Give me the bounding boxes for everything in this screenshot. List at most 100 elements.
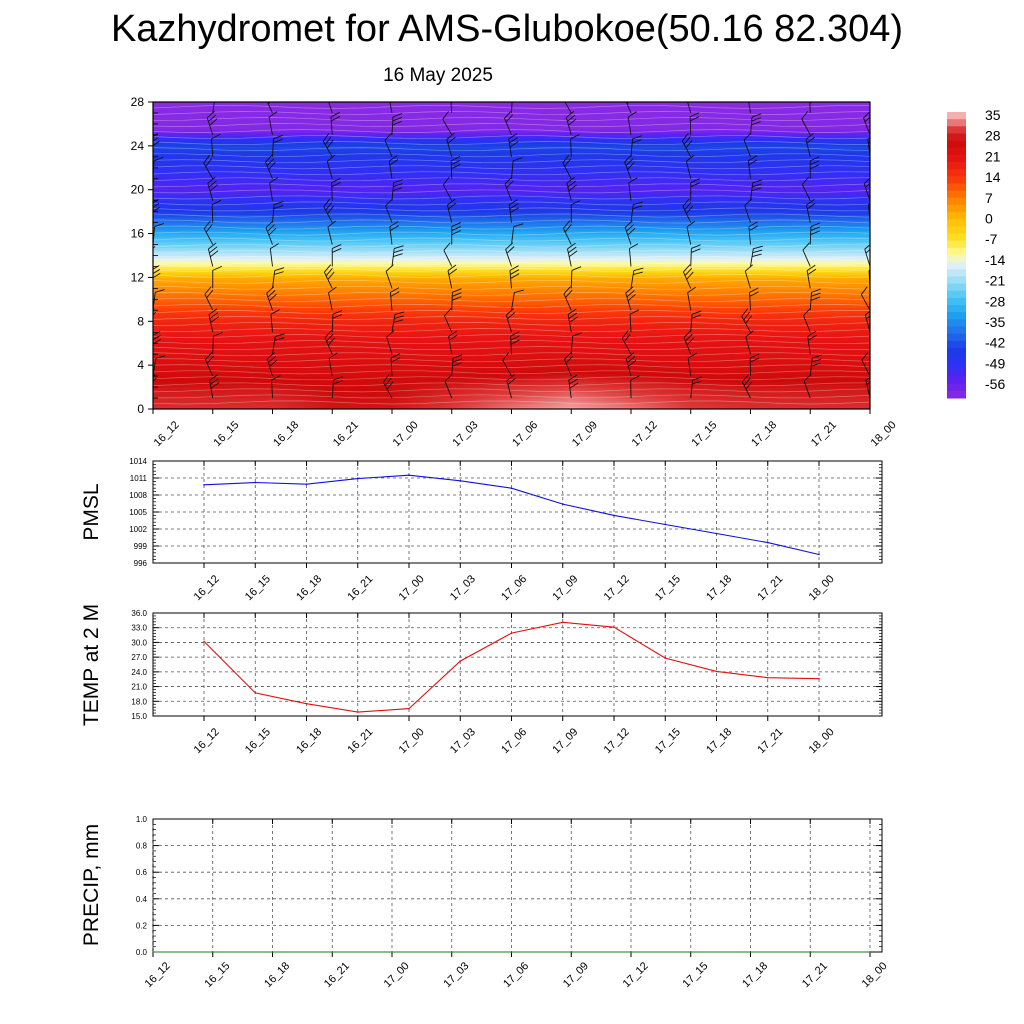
data-point bbox=[613, 514, 615, 517]
wind-barb bbox=[801, 110, 811, 136]
data-point bbox=[203, 484, 205, 486]
wind-barb bbox=[743, 132, 752, 157]
wind-barb bbox=[809, 156, 820, 179]
x-tick-label: 17_21 bbox=[800, 960, 830, 990]
y-tick-label: 996 bbox=[134, 559, 148, 568]
x-tick-label: 16_21 bbox=[345, 573, 375, 603]
wind-barb bbox=[747, 102, 751, 114]
data-point bbox=[391, 951, 393, 953]
colorbar-swatch bbox=[947, 262, 966, 270]
x-tick-label: 17_06 bbox=[510, 419, 540, 449]
colorbar-swatch bbox=[947, 212, 966, 220]
contour-line bbox=[153, 388, 870, 393]
x-tick-label: 17_00 bbox=[397, 726, 427, 756]
wind-barb bbox=[391, 112, 403, 135]
wind-barb bbox=[683, 264, 694, 289]
contour-line bbox=[153, 376, 870, 381]
y-tick-label: 33.0 bbox=[131, 624, 147, 633]
wind-barb bbox=[443, 242, 453, 267]
contour-line bbox=[153, 249, 870, 254]
contour-line bbox=[153, 400, 870, 405]
heat-field bbox=[153, 102, 870, 409]
contour-line bbox=[153, 165, 870, 170]
wind-barb bbox=[567, 308, 578, 333]
contour-line bbox=[153, 273, 870, 278]
wind-barb bbox=[265, 154, 276, 179]
colorbar-swatch bbox=[947, 183, 966, 192]
x-tick-label: 17_18 bbox=[749, 419, 779, 449]
x-tick-label: 16_12 bbox=[192, 726, 222, 756]
wind-barb bbox=[265, 220, 277, 245]
x-tick-label: 18_00 bbox=[807, 573, 837, 603]
wind-barb bbox=[444, 308, 453, 333]
colorbar-swatch bbox=[947, 283, 966, 292]
contour-line bbox=[153, 316, 870, 320]
wind-barb bbox=[272, 201, 284, 223]
contour-line bbox=[153, 189, 870, 194]
contour-line bbox=[153, 340, 870, 345]
y-tick-label: 999 bbox=[134, 542, 148, 551]
y-tick-label: 20 bbox=[131, 183, 145, 197]
colorbar-swatch bbox=[947, 355, 966, 363]
chart-subtitle: 16 May 2025 bbox=[383, 65, 493, 86]
wind-barb bbox=[391, 179, 404, 201]
colorbar-swatch bbox=[947, 326, 966, 335]
contour-line bbox=[153, 123, 870, 127]
wind-barb bbox=[627, 111, 637, 135]
colorbar-swatch bbox=[947, 119, 966, 127]
y-tick-label: 24 bbox=[131, 139, 145, 153]
data-point bbox=[664, 657, 667, 659]
data-point bbox=[356, 477, 359, 480]
wind-barb bbox=[748, 221, 759, 245]
wind-barb bbox=[563, 286, 573, 311]
x-tick-label: 17_09 bbox=[570, 419, 600, 449]
y-tick-label: 0.2 bbox=[136, 921, 148, 930]
wind-barb bbox=[264, 102, 276, 114]
x-tick-label: 17_00 bbox=[382, 960, 412, 990]
wind-barb bbox=[621, 330, 632, 355]
wind-barb bbox=[451, 288, 462, 311]
x-tick-label: 18_00 bbox=[869, 419, 899, 449]
colorbar-swatch bbox=[947, 362, 966, 370]
colorbar-swatch bbox=[947, 240, 966, 249]
x-tick-label: 16_12 bbox=[192, 573, 222, 603]
x-tick-label: 17_21 bbox=[755, 573, 785, 603]
wind-barb bbox=[809, 222, 821, 245]
wind-barb bbox=[508, 133, 519, 157]
wind-barb bbox=[266, 352, 278, 377]
wind-barb bbox=[625, 286, 636, 311]
contour-line bbox=[153, 255, 870, 260]
temp-2m-panel: 15.0 18.0 21.0 24.0 27.0 30.0 33.0 36.0 16_12 16_… bbox=[80, 604, 883, 756]
colorbar-swatch bbox=[947, 290, 966, 299]
wind-barb bbox=[630, 135, 643, 157]
wind-barb bbox=[511, 223, 524, 245]
wind-barb bbox=[801, 176, 811, 201]
data-point bbox=[203, 640, 205, 643]
colorbar-swatch bbox=[947, 312, 966, 320]
wind-barb bbox=[861, 352, 870, 377]
data-point bbox=[570, 951, 573, 953]
wind-barb bbox=[690, 310, 702, 333]
wind-barb bbox=[565, 110, 577, 136]
wind-barb bbox=[864, 308, 870, 333]
colorbar-swatch bbox=[947, 176, 966, 184]
y-tick-label: 0.8 bbox=[136, 842, 148, 851]
wind-barb bbox=[207, 176, 218, 201]
wind-barb bbox=[446, 132, 456, 157]
x-tick-label: 16_21 bbox=[322, 960, 352, 990]
wind-barb bbox=[690, 178, 700, 201]
wind-barb bbox=[212, 265, 222, 289]
y-tick-label: 18.0 bbox=[131, 697, 147, 706]
wind-barb bbox=[682, 198, 694, 223]
y-tick-label: 0.0 bbox=[136, 948, 148, 957]
data-point bbox=[664, 523, 667, 526]
colorbar-swatch bbox=[947, 112, 966, 120]
wind-barb bbox=[690, 244, 701, 267]
wind-barb bbox=[863, 176, 870, 201]
colorbar-swatch bbox=[947, 190, 966, 199]
wind-barb bbox=[570, 332, 582, 355]
colorbar-swatch bbox=[947, 347, 966, 356]
x-tick-label: 17_09 bbox=[550, 573, 580, 603]
contour-line bbox=[153, 195, 870, 200]
wind-barb bbox=[744, 264, 753, 289]
